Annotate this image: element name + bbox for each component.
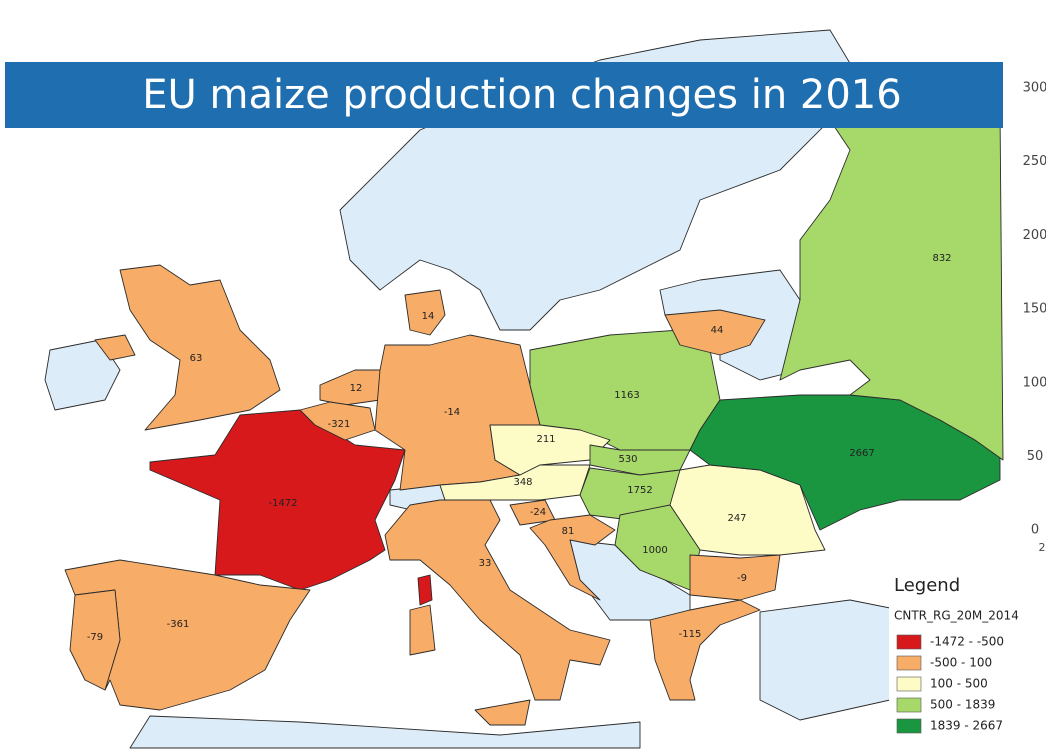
region-label: 1163 [614, 390, 639, 401]
region-label: 12 [350, 383, 363, 394]
region-label: 832 [932, 253, 951, 264]
axis-label: 250 [1023, 154, 1046, 169]
legend-swatch [897, 635, 921, 649]
region-label: -79 [87, 632, 103, 643]
region-label: 14 [422, 311, 435, 322]
legend-label: -500 - 100 [930, 656, 992, 670]
region-label: 1752 [627, 485, 652, 496]
axis-label: 100 [1023, 375, 1046, 390]
axis-label: 50 [1027, 449, 1044, 464]
region-label: 211 [536, 434, 555, 445]
region-label: 1000 [642, 545, 667, 556]
axis-label: 0 [1031, 523, 1039, 538]
region-label: 44 [711, 325, 724, 336]
region-label: 33 [479, 558, 492, 569]
region-label: 81 [562, 526, 575, 537]
legend-label: 100 - 500 [930, 677, 988, 691]
legend-swatch [897, 719, 921, 733]
legend: Legend CNTR_RG_20M_2014 -1472 - -500 -500… [889, 570, 1046, 750]
region-label: 348 [513, 477, 532, 488]
region-label: 530 [618, 454, 637, 465]
turkey [760, 600, 900, 720]
axis-label: 150 [1023, 302, 1046, 317]
region [410, 605, 435, 655]
legend-swatch [897, 698, 921, 712]
legend-label: 500 - 1839 [930, 698, 995, 712]
region-label: -361 [167, 619, 190, 630]
legend-swatch [897, 677, 921, 691]
region-label: 2667 [849, 448, 874, 459]
axis-label: 200 [1023, 228, 1046, 243]
legend-title: Legend [894, 575, 960, 596]
legend-layer: CNTR_RG_20M_2014 [894, 609, 1019, 623]
region-label: -24 [530, 507, 546, 518]
region-label: 247 [727, 513, 746, 524]
region-label: -9 [737, 573, 747, 584]
region-label: -14 [444, 407, 460, 418]
legend-label: 1839 - 2667 [930, 719, 1003, 733]
region [418, 575, 432, 605]
region-label: -321 [328, 419, 351, 430]
axis-label: 300 [1023, 81, 1046, 96]
region-label: -115 [679, 629, 702, 640]
region-label: 63 [190, 353, 203, 364]
legend-label: -1472 - -500 [930, 635, 1004, 649]
title: EU maize production changes in 2016 [142, 72, 901, 118]
map-screenshot: -1472 -361 -79 63 12 -321 -14 14 1163 44 211 530 348… [0, 0, 1046, 750]
region-label: -1472 [268, 498, 297, 509]
axis-label: 2 [1039, 541, 1046, 554]
legend-swatch [897, 656, 921, 670]
